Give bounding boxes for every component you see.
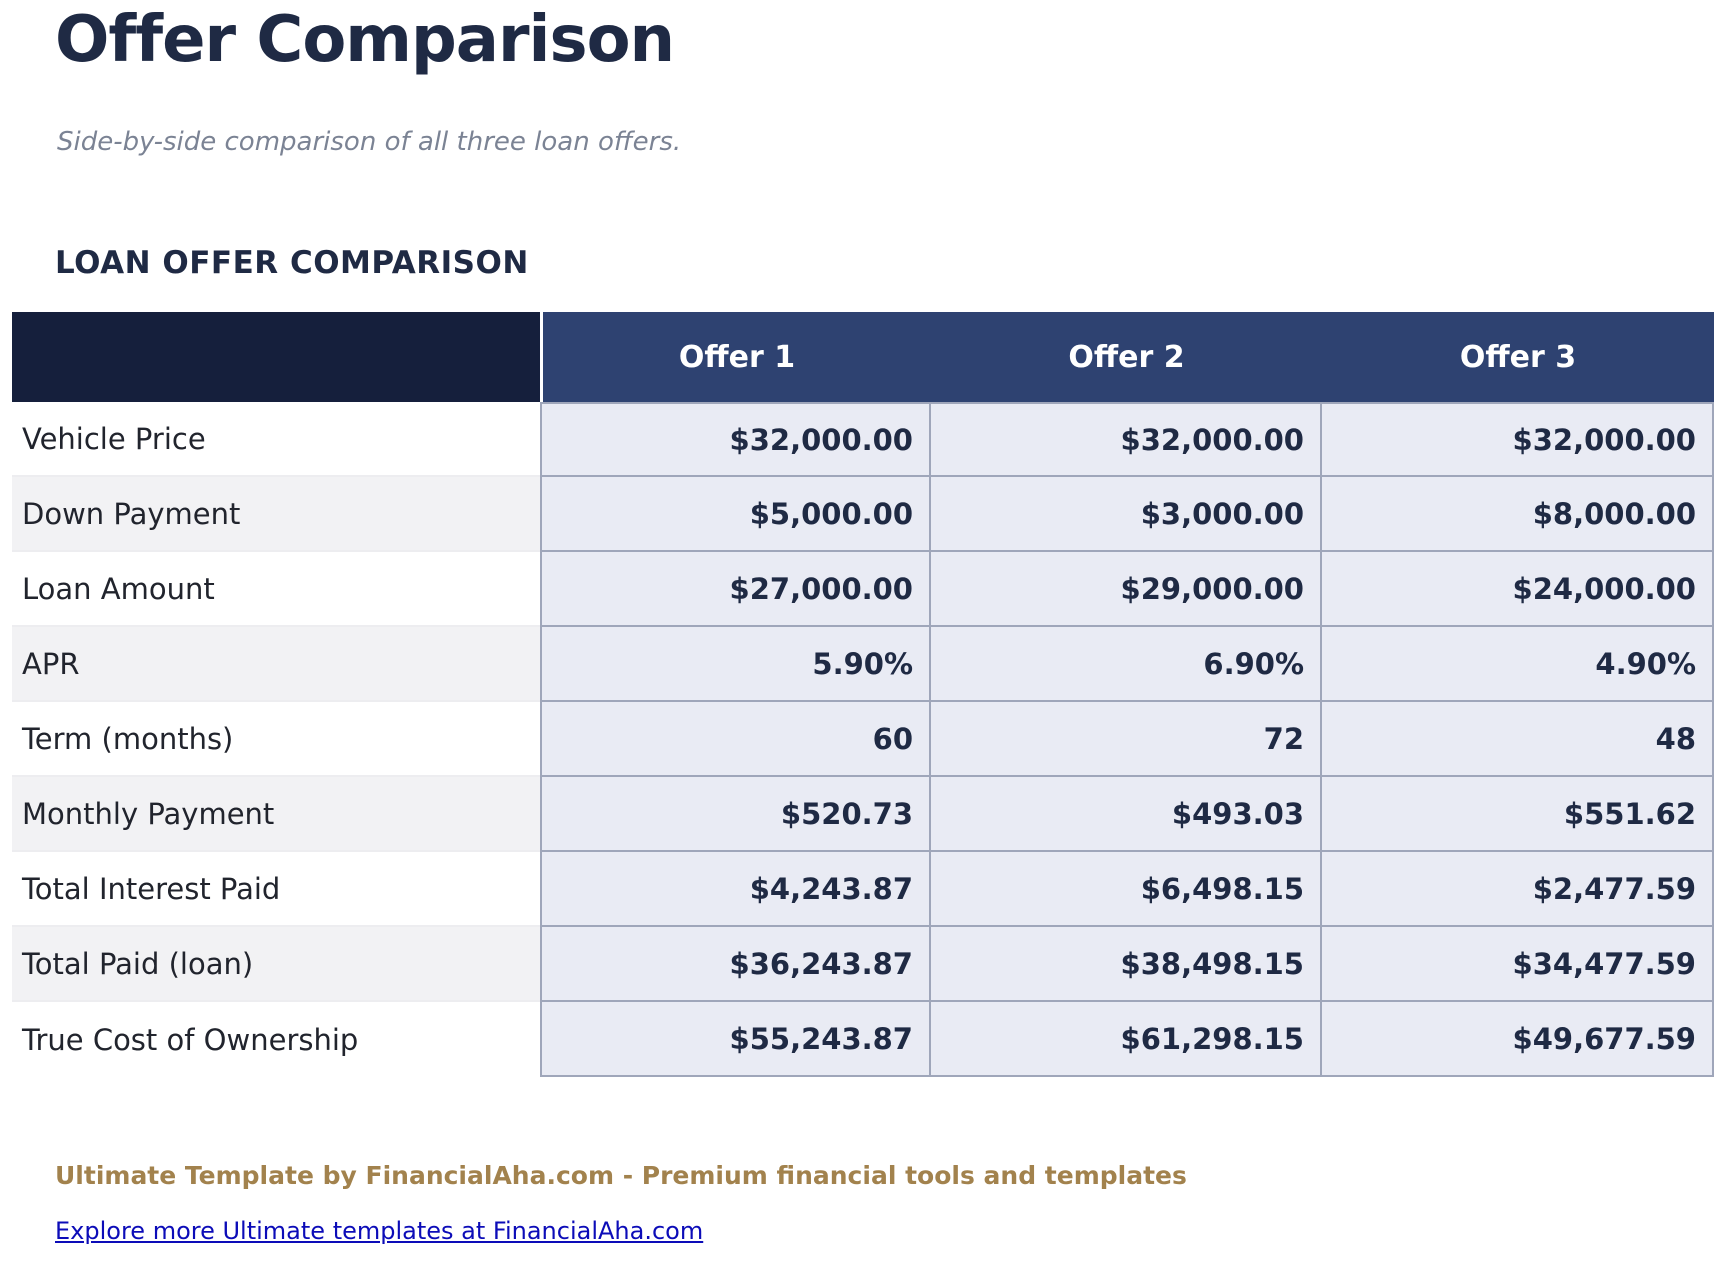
cell-offer-1: 60 <box>540 702 931 777</box>
cell-offer-1: $32,000.00 <box>540 402 931 477</box>
cell-offer-1: 5.90% <box>540 627 931 702</box>
cell-offer-1: $5,000.00 <box>540 477 931 552</box>
table-corner-cell <box>12 312 540 402</box>
row-label: APR <box>12 627 540 702</box>
cell-offer-1: $4,243.87 <box>540 852 931 927</box>
cell-offer-3: $34,477.59 <box>1322 927 1714 1002</box>
row-label: Term (months) <box>12 702 540 777</box>
cell-offer-3: $24,000.00 <box>1322 552 1714 627</box>
section-heading: LOAN OFFER COMPARISON <box>55 245 529 281</box>
row-label: Down Payment <box>12 477 540 552</box>
cell-offer-2: $61,298.15 <box>931 1002 1322 1077</box>
page-title: Offer Comparison <box>55 3 675 77</box>
column-header-offer-1: Offer 1 <box>540 312 931 402</box>
column-header-offer-2: Offer 2 <box>931 312 1322 402</box>
cell-offer-1: $27,000.00 <box>540 552 931 627</box>
row-label: Loan Amount <box>12 552 540 627</box>
cell-offer-1: $55,243.87 <box>540 1002 931 1077</box>
cell-offer-2: $38,498.15 <box>931 927 1322 1002</box>
explore-templates-link[interactable]: Explore more Ultimate templates at Finan… <box>55 1217 704 1245</box>
cell-offer-3: $32,000.00 <box>1322 402 1714 477</box>
row-label: Total Paid (loan) <box>12 927 540 1002</box>
cell-offer-3: 4.90% <box>1322 627 1714 702</box>
cell-offer-2: $493.03 <box>931 777 1322 852</box>
brand-line: Ultimate Template by FinancialAha.com - … <box>55 1161 1187 1190</box>
cell-offer-2: $6,498.15 <box>931 852 1322 927</box>
cell-offer-2: $32,000.00 <box>931 402 1322 477</box>
row-label: Monthly Payment <box>12 777 540 852</box>
cell-offer-2: $29,000.00 <box>931 552 1322 627</box>
column-header-offer-3: Offer 3 <box>1322 312 1714 402</box>
cell-offer-3: 48 <box>1322 702 1714 777</box>
row-label: True Cost of Ownership <box>12 1002 540 1077</box>
cell-offer-1: $520.73 <box>540 777 931 852</box>
page-subtitle: Side-by-side comparison of all three loa… <box>57 127 682 157</box>
cell-offer-3: $8,000.00 <box>1322 477 1714 552</box>
cell-offer-2: 6.90% <box>931 627 1322 702</box>
cell-offer-1: $36,243.87 <box>540 927 931 1002</box>
row-label: Vehicle Price <box>12 402 540 477</box>
cell-offer-3: $551.62 <box>1322 777 1714 852</box>
cell-offer-3: $2,477.59 <box>1322 852 1714 927</box>
cell-offer-3: $49,677.59 <box>1322 1002 1714 1077</box>
row-label: Total Interest Paid <box>12 852 540 927</box>
cell-offer-2: $3,000.00 <box>931 477 1322 552</box>
cell-offer-2: 72 <box>931 702 1322 777</box>
loan-offer-comparison-table: Offer 1 Offer 2 Offer 3 Vehicle Price $32,00… <box>12 312 1714 1077</box>
